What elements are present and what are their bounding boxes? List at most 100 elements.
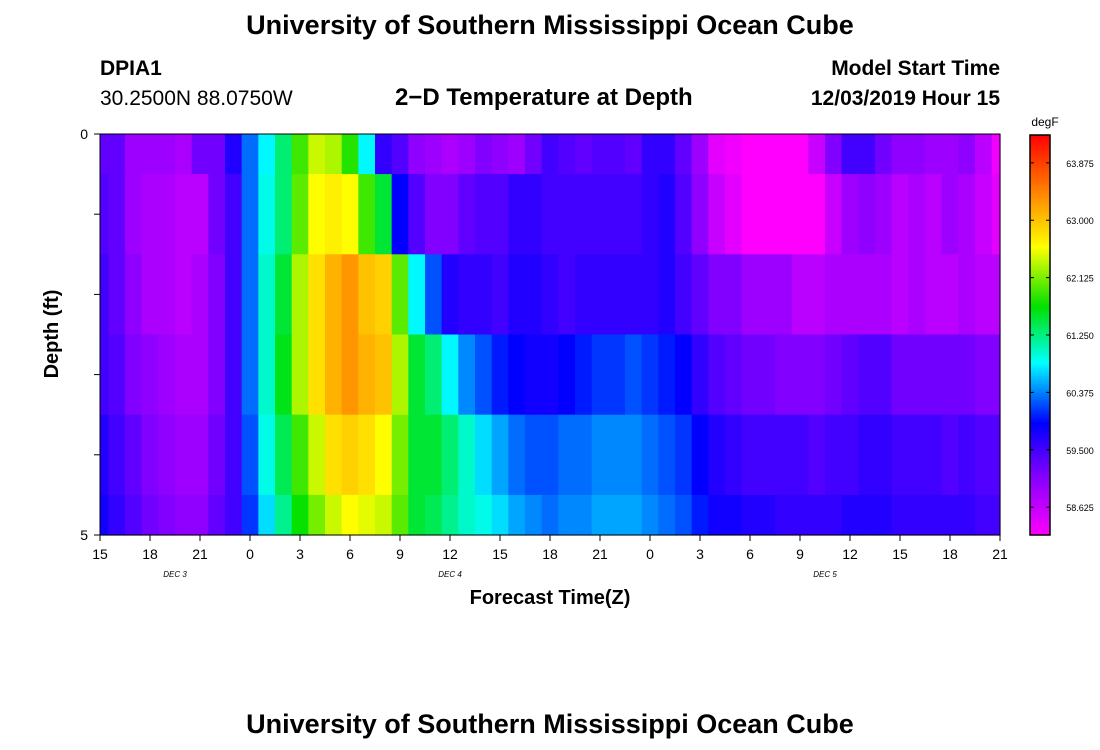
heatmap-cell [608, 414, 626, 496]
heatmap-cell [625, 494, 643, 536]
heatmap-cell [191, 254, 209, 336]
heatmap-cell [100, 414, 109, 496]
x-tick-label: 21 [192, 546, 208, 562]
heatmap-cell [475, 334, 493, 416]
heatmap-cell [808, 134, 826, 175]
heatmap-cell [875, 174, 893, 255]
heatmap-cell [491, 334, 509, 416]
heatmap-cell [825, 254, 843, 336]
heatmap-cell [775, 174, 793, 255]
heatmap-cell [308, 494, 326, 536]
heatmap-cell [925, 414, 943, 496]
heatmap-cell [391, 174, 409, 255]
heatmap-cell [925, 254, 943, 336]
heatmap-cell [891, 334, 909, 416]
heatmap-cell [625, 414, 643, 496]
heatmap-cell [708, 134, 726, 175]
heatmap-cell [941, 414, 959, 496]
heatmap-cell [825, 134, 843, 175]
heatmap-cell [100, 174, 109, 255]
colorbar-tick-label: 60.375 [1066, 388, 1094, 398]
heatmap-cell [108, 494, 126, 536]
heatmap-cell [958, 494, 976, 536]
heatmap-cell [408, 134, 426, 175]
heatmap-cell [591, 334, 609, 416]
heatmap-cell [291, 174, 309, 255]
heatmap-cell [241, 334, 259, 416]
heatmap-cell [541, 174, 559, 255]
heatmap-cell [791, 494, 809, 536]
heatmap-cell [258, 334, 276, 416]
heatmap-cells [100, 134, 1001, 536]
x-tick-label: 21 [592, 546, 608, 562]
heatmap-cell [275, 414, 293, 496]
heatmap-cell [541, 334, 559, 416]
heatmap-cell [458, 494, 476, 536]
x-tick-label: 0 [246, 546, 254, 562]
heatmap-cell [675, 254, 693, 336]
heatmap-cell [941, 174, 959, 255]
heatmap-cell [291, 334, 309, 416]
heatmap-cell [191, 414, 209, 496]
heatmap-cell [375, 334, 393, 416]
x-tick-label: 12 [842, 546, 858, 562]
heatmap-cell [491, 174, 509, 255]
heatmap-cell [141, 414, 159, 496]
heatmap-cell [475, 254, 493, 336]
heatmap-cell [691, 254, 709, 336]
colorbar-ticks: 58.625 59.500 60.375 61.250 62.125 63.000 63.8… [1030, 159, 1094, 513]
heatmap-cell [941, 134, 959, 175]
heatmap-cell [141, 174, 159, 255]
heatmap-cell [208, 134, 226, 175]
heatmap-cell [458, 334, 476, 416]
heatmap-cell [925, 494, 943, 536]
station-coords: 30.2500N 88.0750W [100, 87, 293, 110]
heatmap-cell [591, 134, 609, 175]
heatmap-cell [625, 254, 643, 336]
heatmap-cell [758, 414, 776, 496]
heatmap-cell [308, 254, 326, 336]
heatmap-cell [508, 494, 526, 536]
heatmap-cell [725, 414, 743, 496]
colorbar-tick-label: 59.500 [1066, 446, 1094, 456]
heatmap-cell [325, 494, 343, 536]
heatmap-cell [808, 254, 826, 336]
heatmap-cell [475, 494, 493, 536]
heatmap-cell [408, 254, 426, 336]
heatmap-cell [758, 174, 776, 255]
heatmap-cell [808, 174, 826, 255]
heatmap-cell [458, 174, 476, 255]
heatmap-cell [691, 174, 709, 255]
heatmap-cell [225, 414, 243, 496]
heatmap-cell [191, 174, 209, 255]
heatmap-cell [875, 494, 893, 536]
heatmap-cell [425, 254, 443, 336]
heatmap-cell [525, 254, 543, 336]
heatmap-cell [875, 414, 893, 496]
heatmap-cell [275, 134, 293, 175]
heatmap-cell [658, 334, 676, 416]
heatmap-cell [858, 334, 876, 416]
heatmap-cell [575, 254, 593, 336]
heatmap-cell [508, 334, 526, 416]
heatmap-cell [458, 254, 476, 336]
heatmap-cell [308, 334, 326, 416]
heatmap-cell [108, 134, 126, 175]
heatmap-cell [741, 174, 759, 255]
heatmap-cell [391, 254, 409, 336]
heatmap-cell [525, 134, 543, 175]
x-tick-label: 6 [346, 546, 354, 562]
heatmap-cell [258, 174, 276, 255]
x-tick-label: 15 [92, 546, 108, 562]
heatmap-cell [158, 134, 176, 175]
heatmap-cell [441, 494, 459, 536]
heatmap-cell [908, 414, 926, 496]
heatmap-cell [225, 334, 243, 416]
heatmap-cell [975, 174, 993, 255]
heatmap-cell [608, 334, 626, 416]
heatmap-cell [991, 174, 1001, 255]
heatmap-cell [925, 334, 943, 416]
heatmap-cell [741, 254, 759, 336]
heatmap-cell [408, 414, 426, 496]
heatmap-cell [425, 494, 443, 536]
